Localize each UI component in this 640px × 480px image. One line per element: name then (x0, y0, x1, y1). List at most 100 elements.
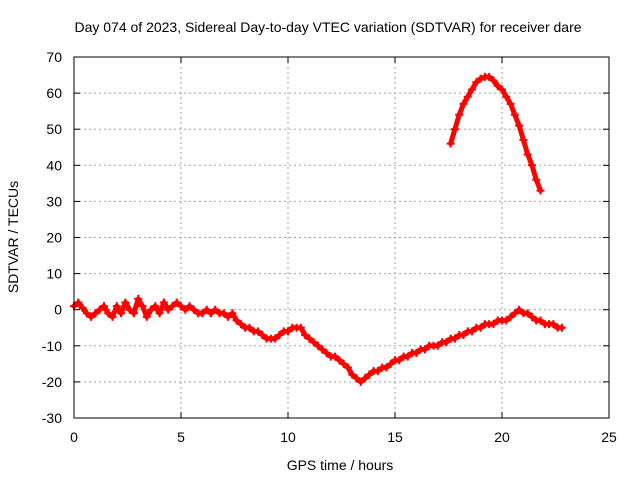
data-point (502, 316, 511, 325)
data-point (172, 298, 181, 307)
data-point (373, 367, 382, 376)
data-point (108, 312, 117, 321)
data-point (258, 330, 267, 339)
data-point (232, 316, 241, 325)
data-point (519, 136, 528, 145)
data-point (348, 370, 357, 379)
data-point (117, 309, 126, 318)
data-point (159, 298, 168, 307)
data-point (168, 302, 177, 311)
data-point (271, 334, 280, 343)
data-point (318, 345, 327, 354)
data-point (365, 370, 374, 379)
y-axis-label: SDTVAR / TECUs (5, 181, 21, 293)
data-point (74, 298, 83, 307)
data-point (498, 85, 506, 94)
data-point (532, 175, 541, 184)
data-point (95, 305, 104, 314)
x-tick-label: 10 (280, 429, 296, 445)
x-tick-label: 25 (601, 429, 617, 445)
data-point (476, 74, 485, 83)
data-point (450, 334, 459, 343)
data-point (352, 374, 361, 383)
data-point (382, 363, 391, 372)
data-point (181, 305, 190, 314)
data-point (284, 327, 292, 336)
data-point (228, 309, 237, 318)
series-line (448, 74, 543, 194)
series-upper-arc (446, 72, 545, 195)
data-point (489, 76, 498, 85)
y-tick-label: 40 (46, 157, 62, 173)
data-point (420, 345, 429, 354)
data-point (485, 72, 494, 81)
data-point (104, 309, 113, 318)
data-point (138, 302, 147, 311)
data-point (87, 312, 96, 321)
y-tick-label: 30 (46, 193, 62, 209)
data-point (155, 309, 164, 318)
data-point (523, 309, 532, 318)
y-tick-label: 10 (46, 266, 62, 282)
y-tick-label: -30 (42, 410, 62, 426)
y-tick-label: -10 (42, 338, 62, 354)
data-point (211, 305, 220, 314)
data-point (147, 305, 156, 314)
data-point (446, 139, 455, 148)
data-point (245, 323, 254, 332)
y-tick-label: -20 (42, 374, 62, 390)
data-point (198, 309, 207, 318)
x-axis-label: GPS time / hours (287, 457, 394, 473)
data-point (121, 298, 130, 307)
data-point (506, 99, 515, 108)
y-tick-label: 20 (46, 230, 62, 246)
data-point (164, 305, 173, 314)
data-point (510, 309, 519, 318)
data-point (403, 352, 412, 361)
data-point (515, 305, 524, 314)
data-point (455, 110, 464, 119)
data-point (361, 374, 370, 383)
axis-ticks: 0 5 10 15 20 25 -30 -20 -10 0 10 20 30 40 50 60 70 (42, 49, 617, 445)
data-point (322, 349, 331, 358)
data-point (254, 327, 263, 336)
data-point (395, 356, 404, 365)
data-point (433, 341, 442, 350)
data-point (502, 92, 511, 101)
data-point (515, 121, 524, 130)
data-point (313, 341, 322, 350)
data-point (185, 302, 194, 311)
data-point (142, 312, 151, 321)
data-point (468, 327, 477, 336)
data-point (549, 320, 558, 329)
data-point (489, 320, 498, 329)
data-point (506, 312, 515, 321)
data-point (177, 302, 185, 311)
x-tick-label: 5 (177, 429, 185, 445)
data-point (335, 356, 344, 365)
data-point (82, 309, 91, 318)
data-point (442, 338, 451, 347)
data-point (459, 99, 468, 108)
data-point (339, 359, 348, 368)
data-point (472, 78, 481, 87)
data-point (536, 186, 545, 195)
data-point (527, 312, 536, 321)
data-point (129, 309, 138, 318)
data-point (125, 305, 134, 314)
data-point (219, 309, 228, 318)
data-point (151, 302, 160, 311)
data-point (202, 305, 211, 314)
chart-title: Day 074 of 2023, Sidereal Day-to-day VTE… (74, 19, 581, 35)
x-tick-label: 0 (70, 429, 78, 445)
y-tick-label: 50 (46, 121, 62, 137)
plot-frame (73, 56, 610, 419)
data-point (236, 320, 245, 329)
data-point (459, 330, 468, 339)
data-point (450, 125, 459, 134)
data-point (510, 110, 519, 119)
data-point (305, 334, 314, 343)
data-point (536, 316, 545, 325)
data-point (112, 302, 121, 311)
